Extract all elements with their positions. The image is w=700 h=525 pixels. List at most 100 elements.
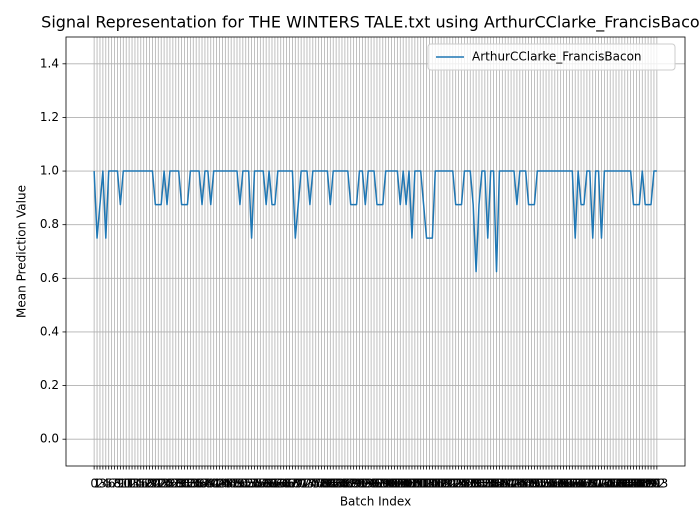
x-tick-label: 2	[96, 477, 104, 491]
x-tick-label: 118	[427, 477, 450, 491]
x-tick-label: 156	[538, 477, 561, 491]
x-tick-label: 75	[305, 477, 320, 491]
x-tick-label: 43	[212, 477, 227, 491]
x-tick-label: 30	[174, 477, 189, 491]
x-tick-label: 114	[415, 477, 438, 491]
x-tick-label: 19	[142, 477, 157, 491]
x-tick-label: 144	[503, 477, 526, 491]
x-tick-label: 155	[535, 477, 558, 491]
x-tick-label: 106	[392, 477, 415, 491]
x-tick-label: 62	[267, 477, 282, 491]
x-tick-label: 71	[294, 477, 309, 491]
x-tick-label: 134	[473, 477, 496, 491]
x-tick-label: 168	[573, 477, 596, 491]
x-tick-label: 63	[270, 477, 285, 491]
x-tick-label: 181	[610, 477, 633, 491]
x-tick-label: 163	[558, 477, 581, 491]
grid	[66, 37, 685, 466]
x-tick-label: 105	[389, 477, 412, 491]
x-tick-label: 9	[117, 477, 125, 491]
x-tick-label: 149	[517, 477, 540, 491]
x-tick-label: 185	[622, 477, 645, 491]
x-tick-label: 32	[180, 477, 195, 491]
x-tick-label: 182	[613, 477, 636, 491]
x-tick-label: 154	[532, 477, 555, 491]
x-tick-label: 83	[328, 477, 343, 491]
x-tick-label: 94	[361, 477, 376, 491]
x-tick-label: 166	[567, 477, 590, 491]
x-tick-label: 178	[602, 477, 625, 491]
x-tick-label: 86	[337, 477, 352, 491]
x-tick-label: 65	[276, 477, 291, 491]
x-tick-label: 66	[279, 477, 294, 491]
x-tick-label: 90	[349, 477, 364, 491]
x-tick-label: 17	[136, 477, 151, 491]
x-tick-label: 150	[520, 477, 543, 491]
x-tick-label: 12	[121, 477, 136, 491]
legend-box	[427, 43, 676, 71]
x-tick-label: 113	[412, 477, 435, 491]
x-tick-label: 111	[406, 477, 429, 491]
x-tick-label: 135	[476, 477, 499, 491]
x-tick-label: 73	[299, 477, 314, 491]
x-tick-label: 44	[215, 477, 230, 491]
x-tick-label: 13	[124, 477, 139, 491]
x-tick-label: 151	[523, 477, 546, 491]
x-tick-label: 180	[608, 477, 631, 491]
x-tick-label: 93	[358, 477, 373, 491]
x-tick-label: 26	[162, 477, 177, 491]
x-tick-label: 133	[470, 477, 493, 491]
x-tick-label: 128	[456, 477, 479, 491]
x-tick-label: 187	[628, 477, 651, 491]
x-tick-label: 3	[99, 477, 107, 491]
x-tick-label: 72	[296, 477, 311, 491]
x-tick-label: 140	[491, 477, 514, 491]
x-tick-label: 112	[409, 477, 432, 491]
x-tick-label: 42	[209, 477, 224, 491]
x-tick-label: 68	[285, 477, 300, 491]
x-tick-label: 41	[206, 477, 221, 491]
x-tick-label: 183	[616, 477, 639, 491]
x-tick-label: 174	[590, 477, 613, 491]
x-tick-label: 98	[372, 477, 387, 491]
x-tick-label: 82	[326, 477, 341, 491]
x-tick-label: 139	[488, 477, 511, 491]
x-tick-label: 20	[145, 477, 160, 491]
x-tick-label: 103	[383, 477, 406, 491]
x-tick-label: 138	[485, 477, 508, 491]
x-tick-label: 38	[197, 477, 212, 491]
x-tick-label: 102	[380, 477, 403, 491]
plot	[93, 170, 657, 273]
x-tick-label: 165	[564, 477, 587, 491]
x-tick-label: 15	[130, 477, 145, 491]
x-tick-label: 18	[139, 477, 154, 491]
x-tick-label: 35	[189, 477, 204, 491]
y-axis-label: Mean Prediction Value	[15, 185, 29, 318]
x-tick-label: 16	[133, 477, 148, 491]
x-tick-label: 89	[346, 477, 361, 491]
x-tick-label: 137	[482, 477, 505, 491]
x-tick-label: 122	[438, 477, 461, 491]
x-tick-label: 119	[430, 477, 453, 491]
x-tick-label: 21	[148, 477, 163, 491]
x-tick-label: 191	[640, 477, 663, 491]
x-tick-label: 100	[374, 477, 397, 491]
chart-title: Signal Representation for THE WINTERS TA…	[41, 13, 700, 33]
x-tick-label: 116	[421, 477, 444, 491]
x-tick-label: 77	[311, 477, 326, 491]
y-tick-label: 0.4	[40, 324, 59, 338]
x-tick-label: 143	[500, 477, 523, 491]
x-tick-label: 130	[462, 477, 485, 491]
x-tick-label: 46	[221, 477, 236, 491]
x-tick-label: 10	[116, 477, 131, 491]
x-tick-label: 147	[511, 477, 534, 491]
x-tick-label: 179	[605, 477, 628, 491]
x-tick-label: 88	[343, 477, 358, 491]
x-tick-label: 176	[596, 477, 619, 491]
x-tick-label: 175	[593, 477, 616, 491]
x-tick-label: 186	[625, 477, 648, 491]
x-tick-label: 108	[398, 477, 421, 491]
x-tick-label: 164	[561, 477, 584, 491]
x-tick-label: 142	[497, 477, 520, 491]
